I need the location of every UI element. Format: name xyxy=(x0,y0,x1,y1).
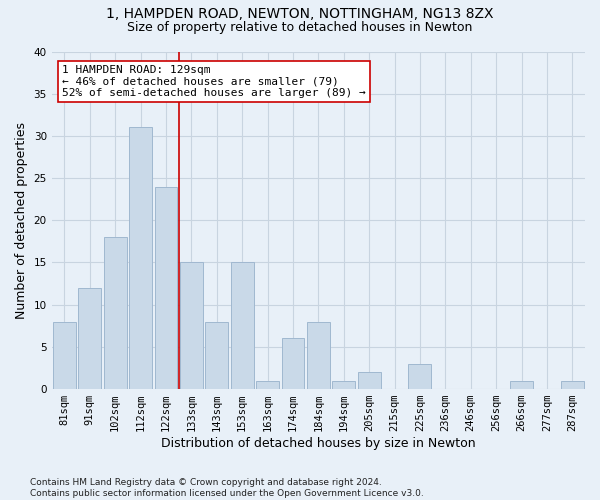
Bar xyxy=(205,322,228,389)
Bar xyxy=(307,322,330,389)
Text: Contains HM Land Registry data © Crown copyright and database right 2024.
Contai: Contains HM Land Registry data © Crown c… xyxy=(30,478,424,498)
Bar xyxy=(231,262,254,389)
Bar xyxy=(53,322,76,389)
Bar xyxy=(104,237,127,389)
Bar xyxy=(129,128,152,389)
Bar xyxy=(409,364,431,389)
Bar xyxy=(155,186,178,389)
Bar xyxy=(510,380,533,389)
Text: Size of property relative to detached houses in Newton: Size of property relative to detached ho… xyxy=(127,21,473,34)
Bar xyxy=(256,380,279,389)
Y-axis label: Number of detached properties: Number of detached properties xyxy=(15,122,28,319)
Bar xyxy=(561,380,584,389)
Bar xyxy=(358,372,380,389)
Text: 1 HAMPDEN ROAD: 129sqm
← 46% of detached houses are smaller (79)
52% of semi-det: 1 HAMPDEN ROAD: 129sqm ← 46% of detached… xyxy=(62,65,366,98)
Text: 1, HAMPDEN ROAD, NEWTON, NOTTINGHAM, NG13 8ZX: 1, HAMPDEN ROAD, NEWTON, NOTTINGHAM, NG1… xyxy=(106,8,494,22)
Bar xyxy=(180,262,203,389)
X-axis label: Distribution of detached houses by size in Newton: Distribution of detached houses by size … xyxy=(161,437,476,450)
Bar xyxy=(79,288,101,389)
Bar xyxy=(281,338,304,389)
Bar xyxy=(332,380,355,389)
